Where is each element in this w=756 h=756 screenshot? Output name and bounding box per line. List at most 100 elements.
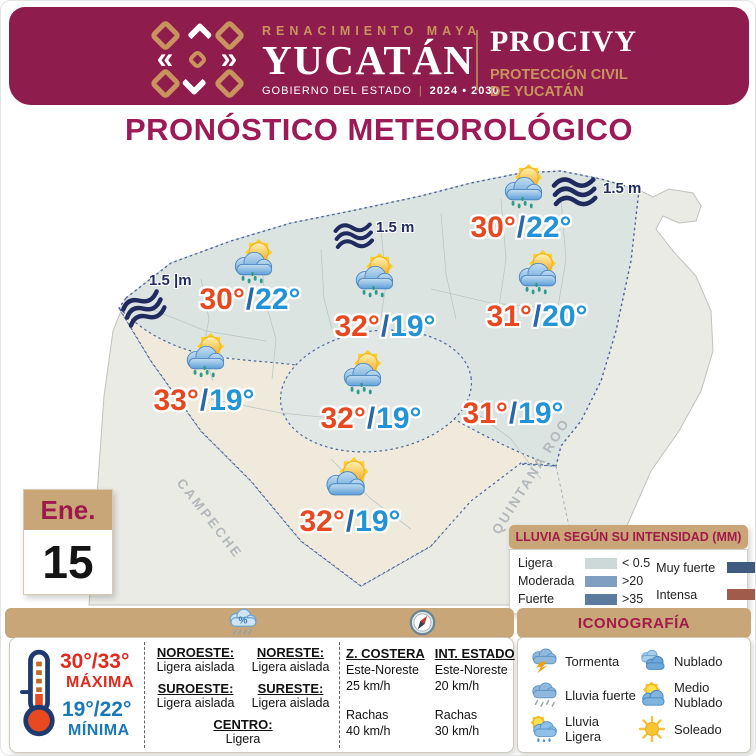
date-month: Ene. bbox=[24, 490, 112, 530]
weather-condition-icon bbox=[227, 235, 279, 284]
iconography-title: ICONOGRAFÍA bbox=[517, 608, 751, 638]
region-name: NORESTE: bbox=[256, 645, 325, 660]
legend-label: Ligera bbox=[518, 556, 553, 570]
logo-ring-icon bbox=[148, 18, 182, 52]
iconography-item: Soleado bbox=[637, 712, 746, 746]
min-temperature: 19° bbox=[209, 384, 255, 417]
weather-condition-icon bbox=[511, 246, 563, 295]
yucatan-maya-logo: « » bbox=[148, 18, 246, 100]
government-period: 2024 • 2030 bbox=[429, 85, 500, 97]
region-name: SURESTE: bbox=[257, 681, 324, 696]
gust-label: Rachas bbox=[346, 708, 389, 722]
iconography-label: Tormenta bbox=[565, 653, 620, 669]
legend-color-swatch bbox=[727, 562, 755, 573]
max-temperature: 32° bbox=[299, 505, 345, 538]
rain-intensity-legend: LLUVIA SEGÚN SU INTENSIDAD (MM) Ligera <… bbox=[509, 525, 755, 614]
region-rain-value: Ligera aislada bbox=[156, 696, 235, 710]
temp-separator: / bbox=[380, 310, 390, 343]
weather-legend-icon bbox=[528, 682, 558, 708]
guillemet-right-icon: » bbox=[220, 42, 238, 75]
weather-station: 32°/19° bbox=[299, 507, 401, 537]
legend-title: LLUVIA SEGÚN SU INTENSIDAD (MM) bbox=[509, 525, 748, 549]
weather-legend-icon bbox=[528, 716, 558, 742]
min-temperature: 19° bbox=[390, 310, 436, 343]
temperature-reading: 30°/22° bbox=[199, 285, 300, 315]
temp-separator: / bbox=[199, 384, 209, 417]
panel-divider bbox=[339, 642, 340, 748]
guillemet-left-icon: « bbox=[156, 42, 174, 75]
temp-separator: / bbox=[366, 402, 376, 435]
agency-subtitle: PROTECCIÓN CIVIL DE YUCATÁN bbox=[490, 67, 628, 100]
max-label: MÁXIMA bbox=[66, 674, 134, 691]
weather-condition-icon bbox=[179, 329, 231, 378]
min-label: MÍNIMA bbox=[68, 722, 130, 739]
region-rain-value: Ligera aislada bbox=[251, 660, 330, 674]
temperature-extremes: 30°/33° MÁXIMA 19°/22° MÍNIMA bbox=[10, 638, 144, 752]
min-temperature: 19° bbox=[376, 402, 422, 435]
temp-separator: / bbox=[245, 283, 255, 316]
central-oval-zone bbox=[279, 329, 473, 453]
wind-direction: Este-Noreste bbox=[434, 663, 508, 677]
region-name: CENTRO: bbox=[213, 717, 273, 732]
temp-separator: / bbox=[508, 397, 518, 430]
temperature-reading: 32°/19° bbox=[320, 404, 421, 434]
temperature-reading: 31°/20° bbox=[486, 302, 587, 332]
iconography-label: Lluvia Ligera bbox=[565, 714, 602, 744]
waves-icon bbox=[550, 173, 601, 211]
min-temperature: 19° bbox=[518, 397, 564, 430]
forecast-map: CAMPECHE QUINTANA ROO 1.5 m 1.5 m 1.5 |m bbox=[1, 159, 755, 614]
iconography-item: Lluvia Ligera bbox=[528, 712, 637, 746]
weather-station: 31°/19° bbox=[462, 399, 563, 429]
rain-probability-regions: NOROESTE: Ligera aislada NORESTE: Ligera… bbox=[150, 645, 336, 747]
temperature-reading: 32°/19° bbox=[299, 507, 400, 537]
waves-icon bbox=[332, 218, 378, 253]
min-temperature: 22° bbox=[255, 283, 301, 316]
region-name: SUROESTE: bbox=[157, 681, 234, 696]
temperature-reading: 32°/19° bbox=[334, 312, 435, 342]
region-rain-value: Ligera aislada bbox=[156, 660, 235, 674]
municipal-boundaries bbox=[150, 198, 567, 530]
weather-condition-icon bbox=[336, 346, 388, 395]
logo-ring-icon bbox=[148, 66, 182, 100]
legend-value: < 0.5 bbox=[622, 556, 651, 570]
wind-direction: Este-Noreste bbox=[346, 663, 419, 677]
rain-probability-icon bbox=[225, 607, 261, 637]
gust-speed: 40 km/h bbox=[346, 724, 391, 738]
max-temperature: 32° bbox=[320, 402, 366, 435]
legend-color-swatch bbox=[585, 575, 617, 587]
max-temperature-range: 30°/33° bbox=[60, 650, 130, 673]
temperature-reading: 30°/22° bbox=[470, 213, 571, 243]
region-rain-value: Ligera bbox=[225, 732, 261, 746]
region-forecast: NORESTE: Ligera aislada bbox=[245, 645, 336, 675]
max-temperature: 32° bbox=[334, 310, 380, 343]
iconography-label: Soleado bbox=[674, 721, 722, 737]
thermometer-icon bbox=[20, 647, 58, 739]
legend-right-column: Muy fuerte > 50 Intensa > 75 bbox=[656, 556, 755, 606]
iconography-panel: Tormenta Lluvia fuerte Lluvia Ligera Nub… bbox=[517, 637, 751, 753]
weather-station: 32°/19° bbox=[334, 312, 436, 342]
legend-label: Muy fuerte bbox=[656, 560, 716, 575]
iconography-item: Lluvia fuerte bbox=[528, 678, 637, 712]
legend-row: Intensa > 75 bbox=[656, 587, 755, 602]
max-temperature: 33° bbox=[153, 384, 199, 417]
banner-divider bbox=[476, 30, 478, 90]
max-temperature: 30° bbox=[199, 283, 245, 316]
region-name: NOROESTE: bbox=[156, 645, 235, 660]
legend-color-swatch bbox=[585, 557, 617, 569]
legend-row: Fuerte >35 bbox=[518, 592, 650, 606]
weather-condition-icon bbox=[348, 249, 400, 298]
legend-label: Fuerte bbox=[518, 592, 555, 606]
region-forecast: CENTRO: Ligera bbox=[150, 717, 336, 747]
legend-row: Muy fuerte > 50 bbox=[656, 560, 755, 575]
agency-name: PROCIVY bbox=[490, 25, 637, 58]
wind-zone: INT. ESTADO Este-Noreste 20 km/h Rachas … bbox=[434, 646, 515, 755]
temperature-reading: 33°/19° bbox=[153, 386, 254, 416]
min-temperature-range: 19°/22° bbox=[62, 698, 132, 721]
weather-legend-icon bbox=[528, 648, 558, 674]
weather-station: 32°/19° bbox=[320, 404, 422, 434]
date-day: 15 bbox=[42, 536, 94, 588]
wind-speed: 20 km/h bbox=[434, 679, 480, 693]
separator: | bbox=[418, 85, 423, 97]
iconography-label: Lluvia fuerte bbox=[565, 687, 636, 703]
legend-label: Intensa bbox=[656, 587, 698, 602]
